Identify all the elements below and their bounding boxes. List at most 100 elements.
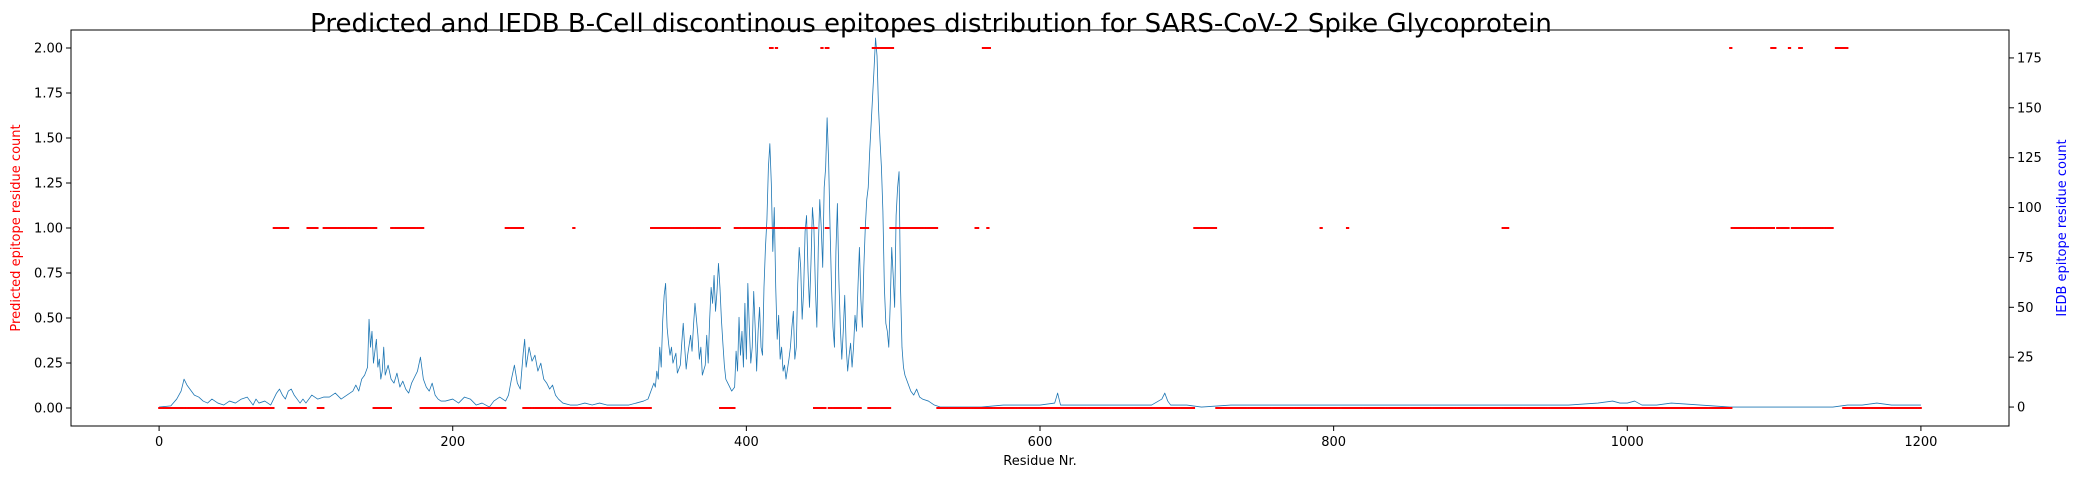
- chart-title: Predicted and IEDB B-Cell discontinous e…: [310, 9, 1552, 39]
- predicted-point: [375, 227, 378, 229]
- predicted-point: [1398, 407, 1401, 409]
- predicted-point: [1422, 407, 1425, 409]
- predicted-point: [382, 407, 385, 409]
- predicted-point: [1417, 407, 1420, 409]
- x-tick-label: 0: [155, 435, 163, 450]
- predicted-point: [1209, 227, 1212, 229]
- predicted-point: [1081, 407, 1084, 409]
- predicted-point: [1624, 407, 1627, 409]
- predicted-point: [975, 407, 978, 409]
- predicted-point: [777, 227, 780, 229]
- predicted-point: [1159, 407, 1162, 409]
- predicted-point: [171, 407, 174, 409]
- predicted-point: [1598, 407, 1601, 409]
- predicted-point: [839, 407, 842, 409]
- predicted-point: [1811, 227, 1814, 229]
- predicted-point: [490, 407, 492, 409]
- predicted-point: [1714, 407, 1717, 409]
- predicted-point: [225, 407, 228, 409]
- predicted-point: [1205, 227, 1207, 229]
- predicted-point: [890, 227, 893, 229]
- predicted-point: [1585, 407, 1588, 409]
- predicted-point: [1614, 407, 1617, 409]
- predicted-point: [1711, 407, 1714, 409]
- predicted-point: [1482, 407, 1485, 409]
- predicted-point: [374, 407, 376, 409]
- predicted-point: [904, 227, 906, 229]
- predicted-point: [1680, 407, 1683, 409]
- predicted-point: [1373, 407, 1376, 409]
- predicted-point: [1414, 407, 1417, 409]
- predicted-point: [1498, 407, 1501, 409]
- predicted-point: [1059, 407, 1062, 409]
- predicted-point: [895, 227, 898, 229]
- predicted-point: [1564, 407, 1567, 409]
- predicted-point: [258, 407, 260, 409]
- predicted-point: [288, 407, 291, 409]
- predicted-point: [573, 227, 576, 229]
- predicted-point: [425, 407, 428, 409]
- predicted-point: [337, 227, 340, 229]
- predicted-point: [1852, 407, 1855, 409]
- predicted-point: [1119, 407, 1122, 409]
- predicted-point: [745, 227, 748, 229]
- predicted-point: [560, 407, 563, 409]
- predicted-point: [879, 47, 881, 49]
- predicted-point: [858, 407, 861, 409]
- predicted-point: [199, 407, 202, 409]
- predicted-point: [1679, 407, 1682, 409]
- predicted-point: [669, 227, 671, 229]
- predicted-point: [864, 227, 867, 229]
- x-tick-label: 800: [1321, 435, 1346, 450]
- predicted-point: [1686, 407, 1689, 409]
- predicted-point: [752, 227, 755, 229]
- predicted-point: [1464, 407, 1467, 409]
- predicted-point: [1241, 407, 1244, 409]
- predicted-point: [284, 227, 287, 229]
- predicted-point: [249, 407, 252, 409]
- predicted-point: [334, 227, 337, 229]
- predicted-point: [771, 227, 774, 229]
- predicted-point: [629, 407, 632, 409]
- predicted-point: [1782, 227, 1784, 229]
- predicted-point: [723, 407, 726, 409]
- predicted-point: [487, 407, 489, 409]
- predicted-point: [783, 227, 786, 229]
- x-tick-label: 1000: [1611, 435, 1644, 450]
- predicted-point: [1673, 407, 1676, 409]
- predicted-point: [1701, 407, 1704, 409]
- predicted-point: [1729, 407, 1731, 409]
- predicted-point: [202, 407, 205, 409]
- predicted-point: [1538, 407, 1541, 409]
- predicted-point: [349, 227, 351, 229]
- predicted-point: [1370, 407, 1373, 409]
- predicted-point: [1597, 407, 1599, 409]
- predicted-point: [1739, 227, 1742, 229]
- predicted-point: [1178, 407, 1181, 409]
- predicted-point: [1494, 407, 1497, 409]
- predicted-point: [1268, 407, 1270, 409]
- predicted-point: [419, 407, 422, 409]
- predicted-point: [498, 407, 501, 409]
- predicted-point: [692, 227, 695, 229]
- predicted-point: [1730, 407, 1733, 409]
- predicted-point: [359, 227, 362, 229]
- predicted-point: [294, 407, 297, 409]
- predicted-point: [572, 407, 575, 409]
- predicted-point: [316, 407, 319, 409]
- predicted-point: [325, 227, 328, 229]
- predicted-point: [948, 407, 950, 409]
- predicted-point: [943, 407, 946, 409]
- predicted-point: [1696, 407, 1699, 409]
- predicted-point: [1621, 407, 1624, 409]
- predicted-point: [622, 407, 624, 409]
- predicted-point: [704, 227, 707, 229]
- predicted-point: [1235, 407, 1238, 409]
- predicted-point: [187, 407, 190, 409]
- predicted-point: [437, 407, 439, 409]
- predicted-point: [1762, 227, 1765, 229]
- predicted-point: [1310, 407, 1313, 409]
- predicted-point: [485, 407, 488, 409]
- predicted-point: [1617, 407, 1620, 409]
- predicted-point: [230, 407, 232, 409]
